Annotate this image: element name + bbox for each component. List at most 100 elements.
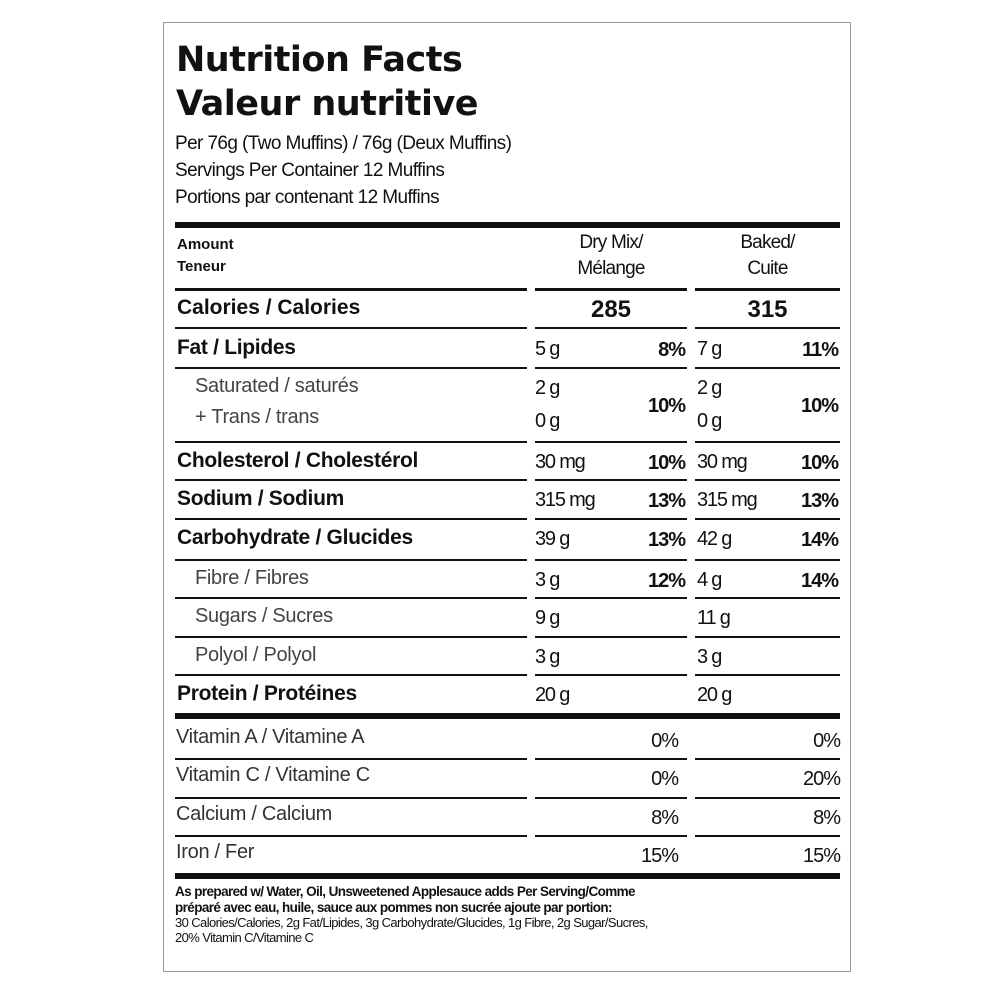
amount-label: Amount [177,236,234,253]
rule [695,558,840,561]
vitamin-value: 20% [802,768,841,790]
rule [695,758,840,760]
amount: 42 g [697,527,732,550]
footnote: 30 Calories/Calories, 2g Fat/Lipides, 3g… [175,914,648,930]
rule [535,327,687,329]
rule [175,327,527,329]
nutrient-name: Sugars / Sucres [195,605,333,627]
rule [535,366,687,369]
daily-value: 10% [800,451,839,474]
amount: 20 g [535,684,570,706]
rule [175,635,527,638]
vitamin-value: 15% [802,845,841,867]
amount: 3 g [535,568,560,591]
amount: 0 g [535,409,560,432]
rule [175,440,527,443]
amount: 11 g [697,607,731,629]
servings-en: Servings Per Container 12 Muffins [175,160,445,181]
vitamin-value: 8% [651,806,679,829]
footnote: As prepared w/ Water, Oil, Unsweetened A… [175,883,636,899]
daily-value: 8% [658,339,686,361]
vitamin-name: Calcium / Calcium [176,802,333,825]
amount: 4 g [697,568,722,591]
rule [535,440,687,443]
rule [175,288,527,291]
rule [695,597,840,599]
amount: 7 g [697,338,722,360]
daily-value: 11% [802,339,839,361]
vitamin-value: 0% [651,768,679,790]
amount: 5 g [535,338,560,360]
column-header: Cuite [747,258,788,279]
amount: 0 g [697,409,722,432]
rule [175,758,527,760]
amount: 39 g [535,527,570,550]
footnote: préparé avec eau, huile, sauce aux pomme… [175,899,613,915]
rule [175,558,527,561]
daily-value: 14% [800,569,839,592]
rule [535,479,687,481]
label-border [163,22,851,972]
rule [175,479,527,481]
nutrient-name: Fat / Lipides [177,336,296,359]
daily-value: 10% [647,394,686,417]
rule [695,835,840,837]
rule [695,517,840,520]
amount: 3 g [535,645,560,668]
vitamin-value: 0% [813,729,841,752]
amount: 2 g [535,376,560,399]
nutrient-name: Fibre / Fibres [195,566,309,589]
nutrient-name: + Trans / trans [195,405,319,428]
amount: 315 mg [697,489,758,511]
column-header: Baked/ [740,232,795,253]
daily-value: 10% [800,394,839,417]
daily-value: 13% [647,528,686,551]
nutrient-name: Sodium / Sodium [177,487,344,510]
rule [175,712,840,719]
daily-value: 13% [647,490,686,512]
rule [695,674,840,676]
rule [695,440,840,443]
daily-value: 14% [800,528,839,551]
rule [175,222,840,228]
rule [535,758,687,760]
rule [535,674,687,676]
column-header: Dry Mix/ [579,232,643,253]
rule [175,597,527,599]
amount-label: Teneur [177,258,226,275]
footnote: 20% Vitamin C/Vitamine C [175,929,314,945]
rule [175,366,527,369]
rule [535,635,687,638]
servings-fr: Portions par contenant 12 Muffins [175,187,440,208]
rule [175,872,840,879]
amount: 20 g [697,684,732,706]
rule [535,288,687,291]
vitamin-value: 15% [640,845,679,867]
vitamin-value: 8% [813,806,841,829]
rule [535,558,687,561]
calories-value: 285 [590,296,632,323]
amount: 2 g [697,376,722,399]
daily-value: 12% [647,569,686,592]
daily-value: 10% [647,451,686,474]
amount: 30 mg [535,450,586,473]
nutrient-name: Cholesterol / Cholestérol [177,448,419,472]
rule [175,517,527,520]
rule [535,796,687,799]
vitamin-name: Vitamin C / Vitamine C [176,764,370,786]
calories-value: 315 [747,296,788,323]
title-fr: Valeur nutritive [176,84,479,124]
rule [695,288,840,291]
amount: 3 g [697,645,722,668]
rule [695,635,840,638]
column-header: Mélange [577,258,645,279]
vitamin-value: 0% [651,729,679,752]
rule [695,366,840,369]
vitamin-name: Vitamin A / Vitamine A [176,725,365,748]
rule [175,835,527,837]
calories-label: Calories / Calories [177,296,361,319]
nutrient-name: Carbohydrate / Glucides [177,525,413,549]
rule [695,479,840,481]
rule [175,674,527,676]
